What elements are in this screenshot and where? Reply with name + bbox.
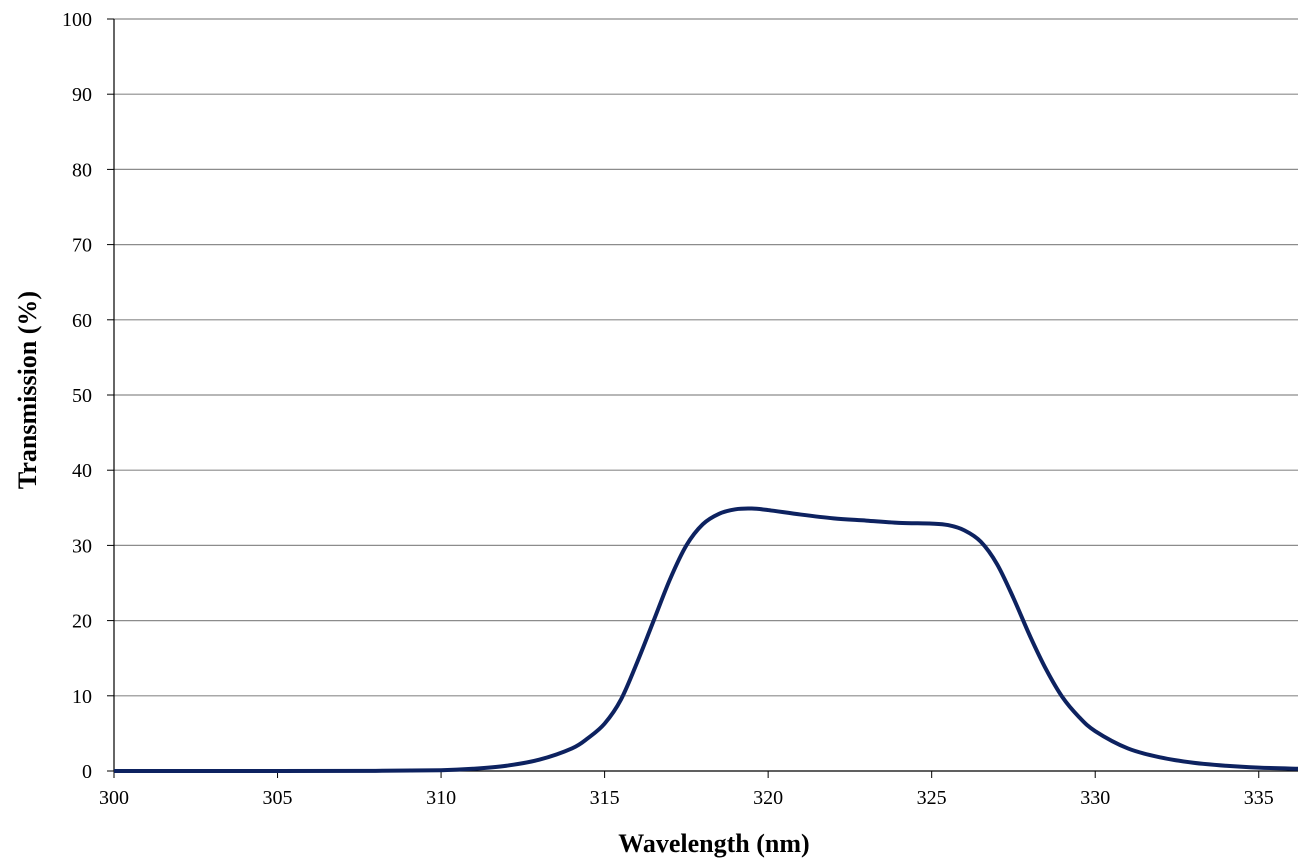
transmission-curve [113, 506, 1298, 774]
x-tick-label: 335 [1244, 787, 1274, 809]
y-tick-label: 10 [72, 686, 92, 708]
y-tick-label: 50 [72, 385, 92, 407]
y-tick-label: 70 [72, 235, 92, 257]
y-tick-label: 0 [82, 761, 92, 783]
y-axis-ticks: 0 10 20 30 40 50 60 70 80 90 100 [62, 9, 114, 783]
x-tick-label: 320 [753, 787, 783, 809]
x-tick-label: 305 [263, 787, 293, 809]
y-tick-label: 20 [72, 611, 92, 633]
x-axis-title: Wavelength (nm) [618, 829, 809, 858]
y-tick-label: 40 [72, 460, 92, 482]
y-tick-label: 80 [72, 159, 92, 181]
y-axis-title: Transmission (%) [13, 291, 42, 489]
x-tick-label: 300 [99, 787, 129, 809]
x-tick-label: 310 [426, 787, 456, 809]
x-axis-ticks: 300 305 310 315 320 325 330 335 [99, 771, 1274, 809]
y-tick-label: 100 [62, 9, 92, 31]
y-tick-label: 60 [72, 310, 92, 332]
gridlines [114, 18, 1298, 697]
x-tick-label: 330 [1080, 787, 1110, 809]
y-tick-label: 30 [72, 535, 92, 557]
x-tick-label: 315 [590, 787, 620, 809]
x-tick-label: 325 [917, 787, 947, 809]
y-tick-label: 90 [72, 84, 92, 106]
